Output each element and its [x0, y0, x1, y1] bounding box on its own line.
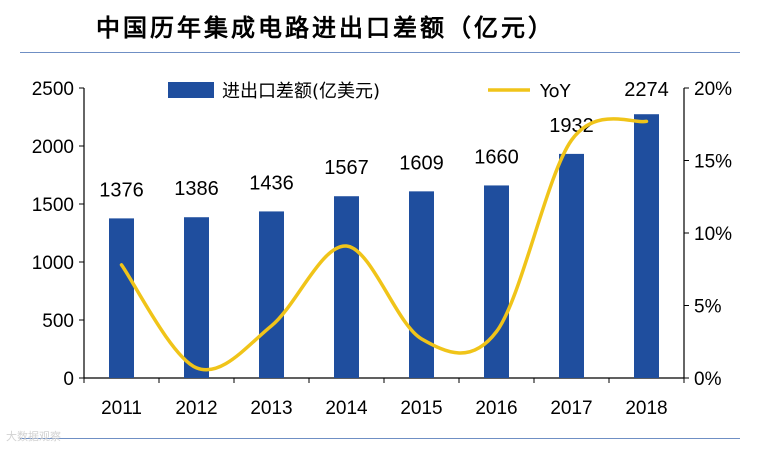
- bar: [409, 191, 434, 378]
- data-label: 1660: [474, 146, 519, 168]
- x-tick-label: 2017: [550, 398, 592, 419]
- x-tick-label: 2018: [625, 398, 667, 419]
- top-divider: [20, 52, 740, 53]
- bar: [184, 217, 209, 378]
- x-tick-label: 2014: [325, 398, 368, 419]
- data-label: 1609: [399, 152, 444, 174]
- data-label: 2274: [624, 79, 669, 101]
- bottom-divider: [20, 438, 740, 439]
- y-right-tick-label: 10%: [694, 224, 732, 245]
- yoy-line: [119, 117, 649, 372]
- bar: [559, 153, 584, 378]
- x-tick-label: 2012: [175, 398, 217, 419]
- y-right-tick-label: 20%: [694, 79, 732, 100]
- y-left-tick-label: 2500: [32, 79, 74, 100]
- y-right-tick-label: 15%: [694, 152, 732, 173]
- legend: 进出口差额(亿美元) YoY: [168, 81, 572, 102]
- data-label: 1932: [549, 115, 594, 137]
- data-label: 1567: [324, 157, 369, 179]
- bar: [334, 196, 359, 378]
- bar: [109, 218, 134, 378]
- x-tick-label: 2013: [250, 398, 292, 419]
- y-left-tick-label: 1500: [32, 195, 74, 216]
- y-right-tick-label: 5%: [694, 297, 722, 318]
- bar: [259, 211, 284, 378]
- legend-bar-label: 进出口差额(亿美元): [222, 81, 380, 102]
- legend-bar-swatch: [168, 82, 214, 98]
- data-label: 1376: [99, 179, 144, 201]
- bar: [484, 185, 509, 378]
- chart-title: 中国历年集成电路进出口差额（亿元）: [96, 14, 555, 42]
- y-left-tick-label: 500: [42, 311, 74, 332]
- y-left-tick-label: 0: [63, 369, 74, 390]
- bar: [634, 114, 659, 378]
- y-right-tick-label: 0%: [694, 369, 722, 390]
- data-label: 1436: [249, 172, 294, 194]
- data-label: 1386: [174, 178, 219, 200]
- y-left-tick-label: 1000: [32, 253, 74, 274]
- watermark-text: 大数据观察: [6, 430, 61, 443]
- x-tick-label: 2011: [101, 398, 142, 419]
- x-tick-label: 2015: [400, 398, 442, 419]
- legend-line-label: YoY: [539, 81, 572, 102]
- x-tick-label: 2016: [475, 398, 517, 419]
- y-left-tick-label: 2000: [32, 137, 74, 158]
